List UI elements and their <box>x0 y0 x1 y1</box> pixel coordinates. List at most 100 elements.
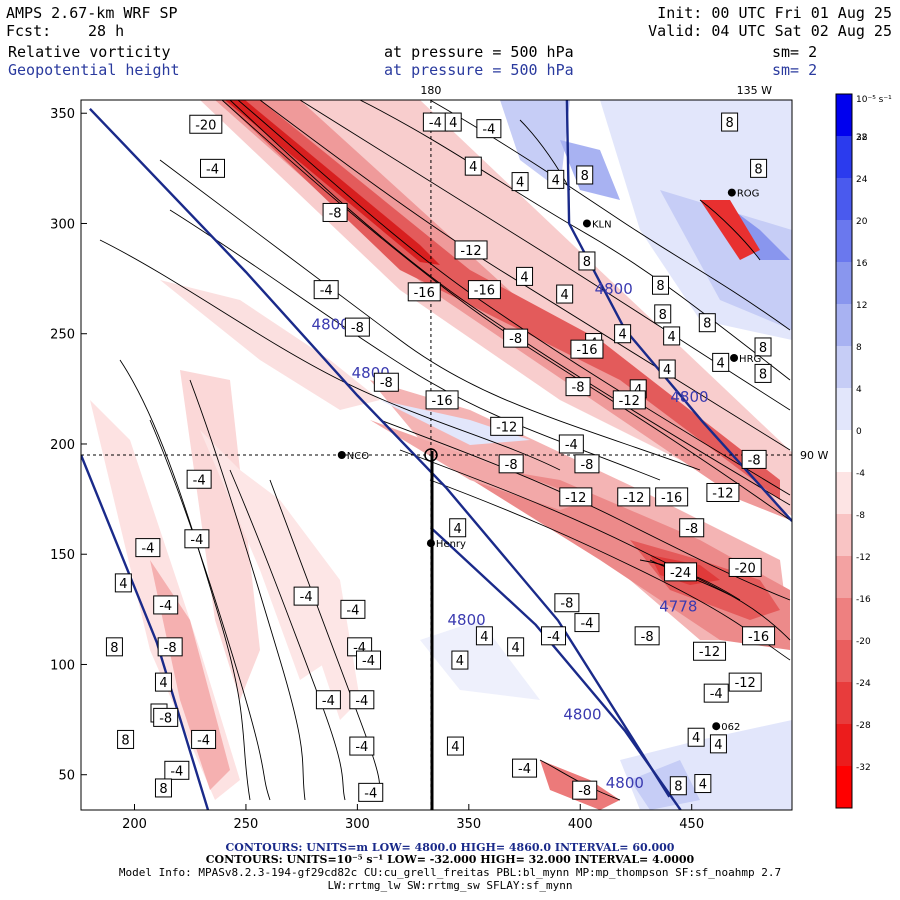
x-tick-label: 250 <box>234 817 259 832</box>
vorticity-label-box <box>634 626 660 646</box>
vorticity-label: 8 <box>121 733 129 748</box>
x-axis: 200 250 300 350 400 450 <box>122 804 704 832</box>
vorticity-label: -8 <box>580 458 593 473</box>
vorticity-label: -12 <box>712 486 733 501</box>
vorticity-label-box <box>356 650 382 670</box>
vorticity-label-box <box>556 284 574 304</box>
valid-time: Valid: 04 UTC Sat 02 Aug 25 <box>648 22 892 40</box>
colorbar-swatch <box>836 724 852 767</box>
vorticity-label: -4 <box>193 473 206 488</box>
vorticity-label: 4 <box>516 176 524 191</box>
colorbar-swatch <box>836 682 852 725</box>
station-label: HRG <box>739 354 761 365</box>
vorticity-label-box <box>475 626 493 646</box>
vorticity-label-box <box>578 251 596 271</box>
vorticity-label: -4 <box>710 687 723 702</box>
colorbar-swatch <box>836 304 852 347</box>
vorticity-label-box <box>703 683 729 703</box>
vorticity-label: 4 <box>469 160 477 175</box>
vorticity-label: -4 <box>580 617 593 632</box>
colorbar-tick-label: 12 <box>856 301 867 311</box>
vorticity-label: -8 <box>578 784 591 799</box>
vorticity-label: 8 <box>110 641 118 656</box>
vorticity-label-box <box>741 449 767 469</box>
station-marker <box>582 219 591 228</box>
vorticity-label-box <box>157 637 183 657</box>
colorbar-tick-label: -24 <box>856 679 871 689</box>
plot-frame <box>80 99 793 811</box>
vorticity-label: 8 <box>754 162 762 177</box>
vorticity-label-box <box>612 390 646 410</box>
vorticity-label-box <box>728 557 762 577</box>
vorticity-label-box <box>340 599 366 619</box>
vorticity-label: 4 <box>634 383 642 398</box>
field1-smoothing: sm= 2 <box>772 43 818 61</box>
vorticity-label: -4 <box>355 694 368 709</box>
vorticity-label: -8 <box>329 206 342 221</box>
station-marker <box>337 451 346 459</box>
colorbar-swatch <box>836 136 852 179</box>
colorbar-units: 10⁻⁵ s⁻¹ <box>856 95 892 105</box>
colorbar-swatch <box>836 556 852 599</box>
colorbar-tick-label: 8 <box>856 343 862 353</box>
vorticity-label: -8 <box>505 458 518 473</box>
vorticity-label-box <box>574 454 600 474</box>
vorticity-label: 4 <box>454 522 462 537</box>
center-marker <box>424 448 438 462</box>
vorticity-label-box <box>712 352 730 372</box>
height-contour-label: 4800 <box>312 315 350 333</box>
y-tick-label: 200 <box>50 438 75 453</box>
vorticity-label-box <box>754 337 772 357</box>
station-label: Henry <box>436 539 466 550</box>
meridian-label-180: 180 <box>420 84 441 97</box>
vorticity-label: -4 <box>197 733 210 748</box>
vorticity-label-box <box>547 169 565 189</box>
vorticity-label-box <box>693 641 727 661</box>
vorticity-label: 4 <box>692 731 700 746</box>
y-tick-label: 250 <box>50 328 75 343</box>
vorticity-label-box <box>558 434 584 454</box>
vorticity-label: -4 <box>206 162 219 177</box>
vorticity-label-box <box>576 165 594 185</box>
vorticity-label: -4 <box>300 590 313 605</box>
vorticity-label: 4 <box>456 654 464 669</box>
colorbar-swatch <box>836 94 852 137</box>
x-tick-label: 300 <box>345 817 370 832</box>
forecast-hour: 28 h <box>88 22 125 40</box>
x-tick-label: 450 <box>679 817 704 832</box>
colorbar-swatch <box>836 766 852 809</box>
colorbar-swatch <box>836 514 852 557</box>
station-label: NCO <box>347 451 369 462</box>
vorticity-label-box <box>105 637 123 657</box>
vorticity-label: -4 <box>170 764 183 779</box>
vorticity-label-box <box>706 482 740 502</box>
height-contour-label: 4800 <box>563 706 601 724</box>
station-marker <box>727 188 736 197</box>
height-contour-label: 4800 <box>606 774 644 792</box>
colorbar-tick-label: 32 <box>856 133 867 143</box>
vorticity-label-box <box>117 729 135 749</box>
vorticity-label: 8 <box>674 780 682 795</box>
vorticity-label-box <box>189 114 223 134</box>
vorticity-label-box <box>679 518 705 538</box>
vorticity-label: 4 <box>552 173 560 188</box>
vorticity-label: 8 <box>725 116 733 131</box>
stations: NCO Henry KLN ROG HRG 062 <box>337 188 761 733</box>
vorticity-label-box <box>498 454 524 474</box>
vorticity-label-box <box>655 487 689 507</box>
vorticity-label: 8 <box>583 255 591 270</box>
vorticity-label-box <box>698 313 716 333</box>
vorticity-label-box <box>358 782 384 802</box>
colorbar-tick-label: 0 <box>856 427 862 437</box>
vorticity-label: -4 <box>159 599 172 614</box>
vorticity-label: -20 <box>735 561 756 576</box>
colorbar-swatch <box>836 472 852 515</box>
colorbar-frame <box>835 93 853 809</box>
station-marker <box>730 353 739 362</box>
colorbar-tick-label: -20 <box>856 637 871 647</box>
vorticity-label-box <box>464 156 482 176</box>
vorticity-label: -8 <box>748 453 761 468</box>
vorticity-label-box <box>709 734 727 754</box>
meridian-label-90w: 90 W <box>800 449 828 462</box>
